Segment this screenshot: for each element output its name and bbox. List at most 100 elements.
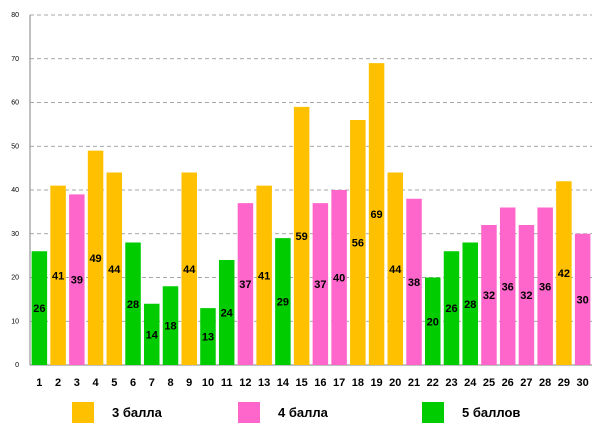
legend-swatch-3-balla [72, 401, 94, 423]
x-tick-label-3: 3 [74, 377, 80, 389]
x-tick-label-10: 10 [202, 377, 214, 389]
y-tick-label: 30 [11, 231, 19, 238]
bar-23 [443, 251, 460, 365]
x-tick-label-20: 20 [389, 377, 401, 389]
bar-13 [256, 185, 272, 365]
value-label-29: 42 [558, 268, 570, 280]
x-tick-label-25: 25 [483, 377, 495, 389]
x-tick-label-9: 9 [186, 377, 192, 389]
bar-3 [69, 194, 85, 365]
x-tick-label-28: 28 [539, 377, 551, 389]
x-tick-label-30: 30 [577, 377, 589, 389]
bar-25 [481, 225, 497, 365]
bar-28 [537, 207, 553, 365]
legend-item-4-balla: 4 балла [238, 399, 328, 425]
y-tick-label: 50 [11, 143, 19, 150]
x-tick-label-7: 7 [149, 377, 155, 389]
bar-8 [162, 286, 179, 365]
value-label-17: 40 [333, 273, 345, 285]
bar-29 [556, 181, 572, 365]
x-tick-label-17: 17 [333, 377, 345, 389]
value-label-21: 38 [408, 277, 420, 289]
legend-swatch-5-ballov [422, 401, 444, 423]
value-label-30: 30 [577, 294, 589, 306]
bar-4 [87, 150, 104, 365]
bar-12 [237, 203, 254, 365]
x-tick-label-15: 15 [296, 377, 308, 389]
x-tick-label-26: 26 [502, 377, 514, 389]
x-tick-label-4: 4 [93, 377, 100, 389]
bar-18 [350, 120, 366, 365]
value-label-3: 39 [71, 275, 83, 287]
x-tick-label-27: 27 [520, 377, 532, 389]
bar-17 [331, 190, 347, 365]
value-label-7: 14 [146, 329, 159, 341]
x-tick-label-5: 5 [111, 377, 117, 389]
value-label-8: 18 [164, 321, 176, 333]
value-label-6: 28 [127, 299, 139, 311]
x-tick-label-14: 14 [277, 377, 290, 389]
x-tick-label-19: 19 [370, 377, 382, 389]
legend-item-5-ballov: 5 баллов [422, 399, 520, 425]
bar-1 [31, 251, 48, 365]
bar-5 [106, 172, 123, 365]
x-tick-label-23: 23 [445, 377, 457, 389]
x-tick-label-11: 11 [221, 377, 233, 389]
value-label-5: 44 [108, 264, 121, 276]
value-label-23: 26 [445, 303, 457, 315]
x-tick-label-2: 2 [55, 377, 61, 389]
x-tick-label-12: 12 [239, 377, 251, 389]
y-tick-label: 10 [11, 318, 19, 325]
value-label-16: 37 [314, 279, 326, 291]
x-tick-label-29: 29 [558, 377, 570, 389]
bar-30 [574, 233, 591, 365]
x-tick-label-1: 1 [36, 377, 42, 389]
legend: 3 балла 4 балла 5 баллов [0, 399, 600, 425]
value-label-28: 36 [539, 281, 551, 293]
bar-14 [275, 238, 291, 365]
x-tick-label-16: 16 [314, 377, 326, 389]
x-tick-label-22: 22 [427, 377, 439, 389]
value-label-15: 59 [296, 231, 308, 243]
bar-19 [368, 63, 385, 365]
bar-6 [125, 242, 141, 365]
value-label-1: 26 [33, 303, 45, 315]
legend-item-3-balla: 3 балла [72, 399, 162, 425]
value-label-24: 28 [464, 299, 476, 311]
bars [31, 63, 591, 365]
x-tick-label-13: 13 [258, 377, 270, 389]
bar-21 [406, 198, 422, 365]
value-label-25: 32 [483, 290, 495, 302]
y-tick-label: 0 [15, 362, 19, 369]
x-tick-label-8: 8 [167, 377, 173, 389]
value-label-22: 20 [427, 316, 439, 328]
value-label-12: 37 [239, 279, 251, 291]
data-labels: 26 41 39 49 44 28 14 18 44 13 24 37 41 29 59 37 40 56 69 44… [33, 209, 589, 344]
x-tick-label-24: 24 [464, 377, 477, 389]
bar-22 [425, 277, 441, 365]
legend-swatch-4-balla [238, 401, 260, 423]
bar-15 [293, 106, 310, 365]
gridlines [30, 14, 592, 322]
value-label-11: 24 [221, 308, 234, 320]
bar-2 [50, 185, 66, 365]
bar-24 [462, 242, 478, 365]
value-label-9: 44 [183, 264, 196, 276]
x-tick-label-6: 6 [130, 377, 136, 389]
bar-7 [144, 303, 160, 365]
bar-11 [218, 260, 235, 365]
x-tick-label-18: 18 [352, 377, 364, 389]
bar-20 [387, 172, 404, 365]
bar-10 [200, 308, 216, 365]
value-label-14: 29 [277, 297, 289, 309]
legend-label-3-balla: 3 балла [112, 404, 162, 420]
y-tick-label: 70 [11, 56, 19, 63]
value-label-2: 41 [52, 270, 64, 282]
y-tick-label: 40 [11, 187, 19, 194]
value-label-13: 41 [258, 270, 270, 282]
value-label-27: 32 [520, 290, 532, 302]
y-tick-label: 80 [11, 12, 19, 19]
legend-label-4-balla: 4 балла [278, 404, 328, 420]
